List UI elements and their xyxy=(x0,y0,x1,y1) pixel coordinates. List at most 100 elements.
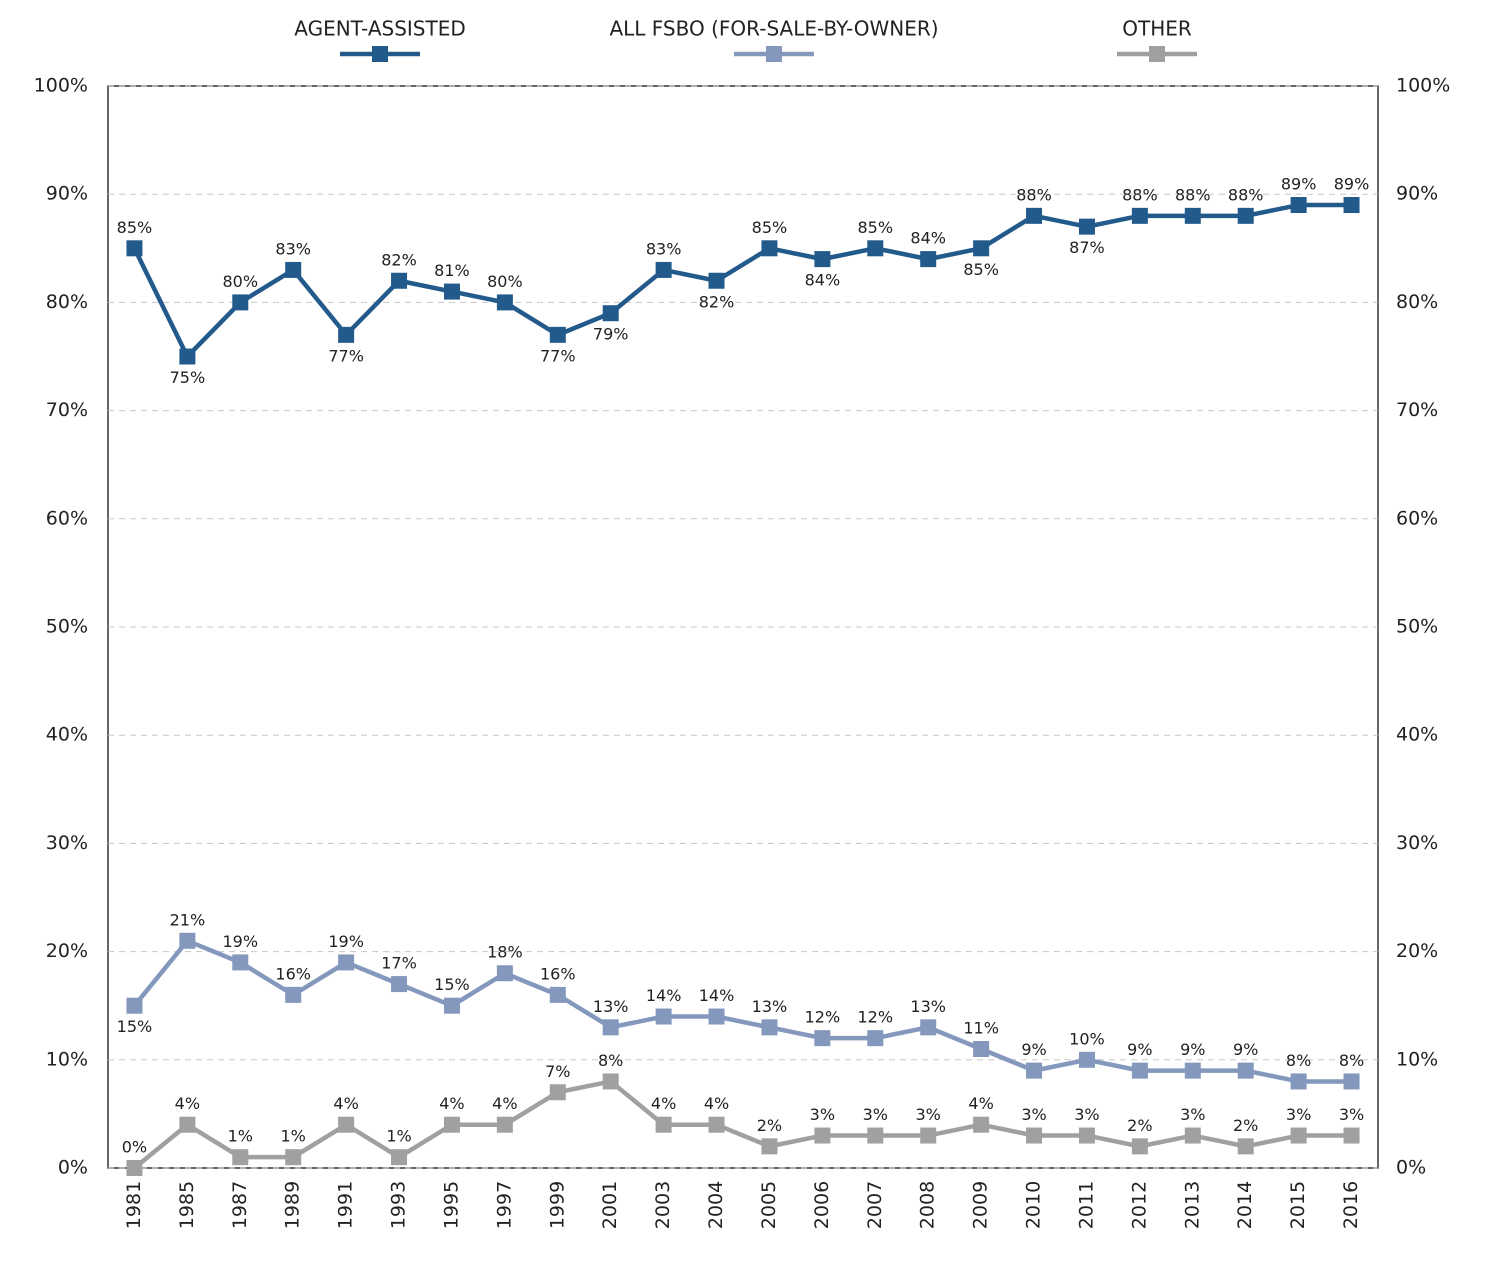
y-tick-label: 50% xyxy=(46,616,88,638)
data-label: 82% xyxy=(699,292,735,311)
data-label: 84% xyxy=(805,271,841,290)
marker xyxy=(920,251,937,268)
data-label: 1% xyxy=(228,1127,253,1146)
y2-tick-label: 20% xyxy=(1396,940,1438,962)
x-tick-label: 2006 xyxy=(811,1181,833,1229)
data-label: 16% xyxy=(540,964,576,983)
x-tick-label: 2010 xyxy=(1023,1181,1045,1229)
data-label: 88% xyxy=(1175,185,1211,204)
data-label: 79% xyxy=(593,325,629,344)
y2-tick-label: 70% xyxy=(1396,399,1438,421)
marker xyxy=(443,1116,460,1133)
data-label: 21% xyxy=(170,910,206,929)
marker xyxy=(708,1008,725,1025)
x-tick-label: 2003 xyxy=(652,1181,674,1229)
data-label: 77% xyxy=(328,346,364,365)
x-tick-label: 1997 xyxy=(493,1181,515,1229)
x-tick-label: 1999 xyxy=(546,1181,568,1229)
y2-tick-label: 60% xyxy=(1396,507,1438,529)
marker xyxy=(1290,1127,1307,1144)
x-tick-label: 2008 xyxy=(917,1181,939,1229)
data-label: 12% xyxy=(805,1008,841,1027)
x-tick-label: 1981 xyxy=(123,1181,145,1229)
y-tick-label: 90% xyxy=(46,183,88,205)
x-tick-label: 1991 xyxy=(335,1181,357,1229)
data-label: 13% xyxy=(910,997,946,1016)
marker xyxy=(1237,1138,1254,1155)
data-label: 15% xyxy=(117,1017,153,1036)
x-tick-label: 2005 xyxy=(758,1181,780,1229)
marker xyxy=(1131,1062,1148,1079)
data-label: 88% xyxy=(1016,185,1052,204)
data-label: 13% xyxy=(752,997,788,1016)
data-label: 85% xyxy=(963,260,999,279)
marker xyxy=(285,986,302,1003)
data-label: 15% xyxy=(434,975,470,994)
data-label: 75% xyxy=(170,368,206,387)
legend-marker xyxy=(1149,46,1165,62)
data-label: 89% xyxy=(1334,175,1370,194)
x-tick-label: 2007 xyxy=(864,1181,886,1229)
series-line xyxy=(133,1079,1352,1170)
marker xyxy=(391,976,408,993)
y2-tick-label: 10% xyxy=(1396,1048,1438,1070)
marker xyxy=(655,261,672,278)
data-label: 83% xyxy=(275,239,311,258)
marker xyxy=(126,240,143,257)
x-tick-label: 1993 xyxy=(388,1181,410,1229)
data-label: 0% xyxy=(122,1138,147,1157)
marker xyxy=(1184,1127,1201,1144)
y2-tick-label: 80% xyxy=(1396,291,1438,313)
marker xyxy=(1343,197,1360,214)
data-label: 2% xyxy=(1233,1116,1258,1135)
data-label: 80% xyxy=(223,272,259,291)
marker xyxy=(761,1019,778,1036)
data-label: 9% xyxy=(1180,1040,1205,1059)
marker xyxy=(179,932,196,949)
y-tick-label: 20% xyxy=(46,940,88,962)
x-tick-label: 1995 xyxy=(440,1181,462,1229)
marker xyxy=(708,272,725,289)
marker xyxy=(549,1084,566,1101)
marker xyxy=(1078,1051,1095,1068)
marker xyxy=(655,1008,672,1025)
x-tick-label: 1987 xyxy=(229,1181,251,1229)
marker xyxy=(1131,1138,1148,1155)
y-tick-label: 0% xyxy=(58,1157,88,1179)
marker xyxy=(1078,218,1095,235)
data-label: 17% xyxy=(381,954,417,973)
marker xyxy=(496,965,513,982)
marker xyxy=(496,294,513,311)
x-tick-label: 2012 xyxy=(1128,1181,1150,1229)
data-label: 88% xyxy=(1122,185,1158,204)
y2-tick-label: 40% xyxy=(1396,724,1438,746)
marker xyxy=(814,1030,831,1047)
data-label: 4% xyxy=(704,1094,729,1113)
marker xyxy=(232,1149,249,1166)
x-tick-label: 1989 xyxy=(282,1181,304,1229)
data-label: 88% xyxy=(1228,185,1264,204)
data-label: 87% xyxy=(1069,238,1105,257)
x-tick-label: 2013 xyxy=(1181,1181,1203,1229)
marker xyxy=(126,1160,143,1176)
marker xyxy=(1184,1062,1201,1079)
y2-tick-label: 30% xyxy=(1396,832,1438,854)
data-label: 9% xyxy=(1021,1040,1046,1059)
legend-label: AGENT-ASSISTED xyxy=(294,17,466,41)
marker xyxy=(126,997,143,1014)
marker xyxy=(708,1116,725,1133)
y2-tick-label: 90% xyxy=(1396,183,1438,205)
legend-label: OTHER xyxy=(1122,17,1192,41)
data-label: 19% xyxy=(328,932,364,951)
y-tick-label: 60% xyxy=(46,507,88,529)
marker xyxy=(920,1127,937,1144)
data-label: 84% xyxy=(910,229,946,248)
data-label: 1% xyxy=(386,1127,411,1146)
data-label: 3% xyxy=(1286,1105,1311,1124)
marker xyxy=(973,1040,990,1057)
y2-tick-label: 100% xyxy=(1396,75,1450,97)
y-tick-label: 70% xyxy=(46,399,88,421)
marker xyxy=(1237,207,1254,224)
data-label: 14% xyxy=(646,986,682,1005)
